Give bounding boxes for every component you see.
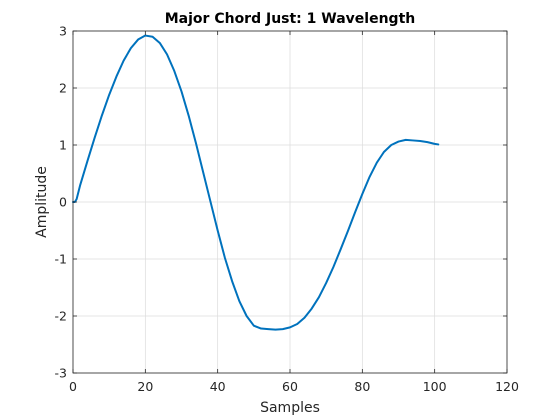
y-axis-label: Amplitude (34, 166, 50, 238)
x-axis-label: Samples (260, 400, 320, 416)
y-tick-label: -2 (55, 309, 67, 324)
x-tick-label: 40 (210, 379, 226, 394)
y-tick-label: -3 (55, 366, 67, 381)
series-line (72, 34, 440, 331)
y-tick-label: 1 (59, 138, 67, 153)
chart-title: Major Chord Just: 1 Wavelength (165, 11, 415, 27)
x-tick-label: 0 (69, 379, 77, 394)
x-tick-label: 20 (137, 379, 153, 394)
y-tick-label: -1 (55, 252, 67, 267)
x-tick-label: 100 (423, 379, 447, 394)
series-layer (72, 34, 440, 331)
ticks: 0 20 40 60 80 100 120 -3 -2 -1 0 1 2 3 (55, 24, 519, 395)
x-tick-label: 120 (495, 379, 519, 394)
y-tick-label: 2 (59, 81, 67, 96)
y-tick-label: 3 (59, 24, 67, 39)
y-tick-label: 0 (59, 195, 67, 210)
x-tick-label: 80 (354, 379, 370, 394)
x-tick-label: 60 (282, 379, 298, 394)
